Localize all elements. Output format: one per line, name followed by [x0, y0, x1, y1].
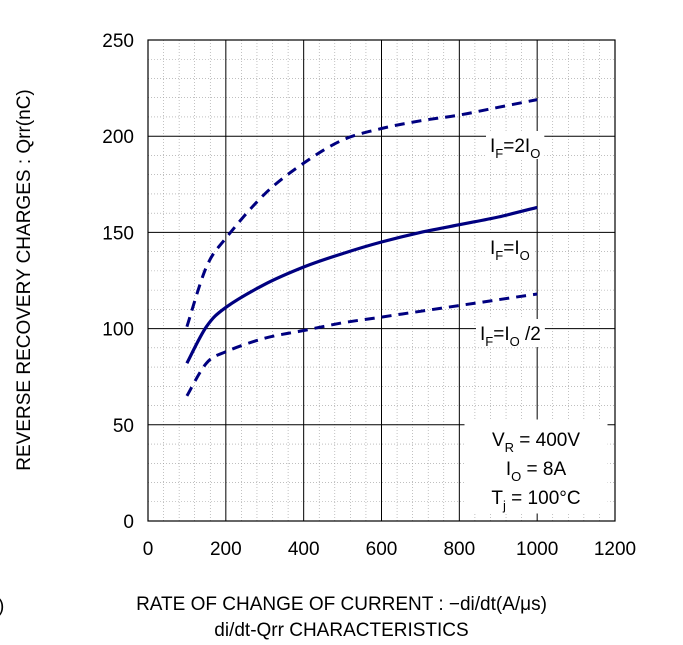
x-tick-label: 800: [443, 539, 475, 560]
x-tick-label: 1000: [516, 539, 558, 560]
conditions-background: [464, 419, 608, 514]
y-tick-label: 50: [113, 416, 134, 437]
x-tick-labels: 0 200 400 600 800 1000 1200: [143, 539, 636, 560]
series-line-1: [185, 98, 538, 328]
series-labels: IF=2IO IF=IO IF=IO /2: [476, 131, 545, 349]
series-line-3: [185, 292, 538, 397]
series-line-2: [185, 205, 538, 364]
x-tick-label: 400: [288, 539, 320, 560]
chart-caption: di/dt-Qrr CHARACTERISTICS: [214, 620, 469, 641]
x-tick-label: 0: [143, 539, 154, 560]
y-tick-label: 100: [102, 320, 134, 341]
y-tick-label: 150: [102, 223, 134, 244]
x-tick-label: 200: [210, 539, 242, 560]
y-tick-label: 250: [102, 31, 134, 52]
series-label-2: IF=IO: [490, 238, 530, 263]
plot-frame: [147, 39, 616, 522]
y-axis-title: REVERSE RECOVERY CHARGES : Qrr(nC): [14, 89, 35, 470]
condition-line-1: VR = 400V: [492, 430, 580, 455]
series-lines: [185, 98, 538, 397]
x-tick-label: 600: [366, 539, 398, 560]
y-tick-label: 200: [102, 127, 134, 148]
series-label-bg: [476, 319, 545, 347]
series-label-3: IF=IO /2: [480, 324, 541, 349]
series-label-bg: [486, 131, 545, 159]
x-axis-title: RATE OF CHANGE OF CURRENT : −di/dt(A/μs): [136, 594, 547, 615]
y-tick-label: 0: [123, 512, 134, 533]
condition-line-2: IO = 8A: [506, 459, 567, 484]
y-tick-labels: 0 50 100 150 200 250: [102, 31, 134, 533]
condition-line-3: Tj = 100°C: [491, 488, 580, 513]
left-margin-fragment: ): [0, 596, 4, 617]
series-label-bg: [486, 233, 534, 261]
series-label-1: IF=2IO: [490, 136, 540, 161]
conditions-box: VR = 400V IO = 8A Tj = 100°C: [464, 419, 608, 514]
x-tick-label: 1200: [594, 539, 636, 560]
